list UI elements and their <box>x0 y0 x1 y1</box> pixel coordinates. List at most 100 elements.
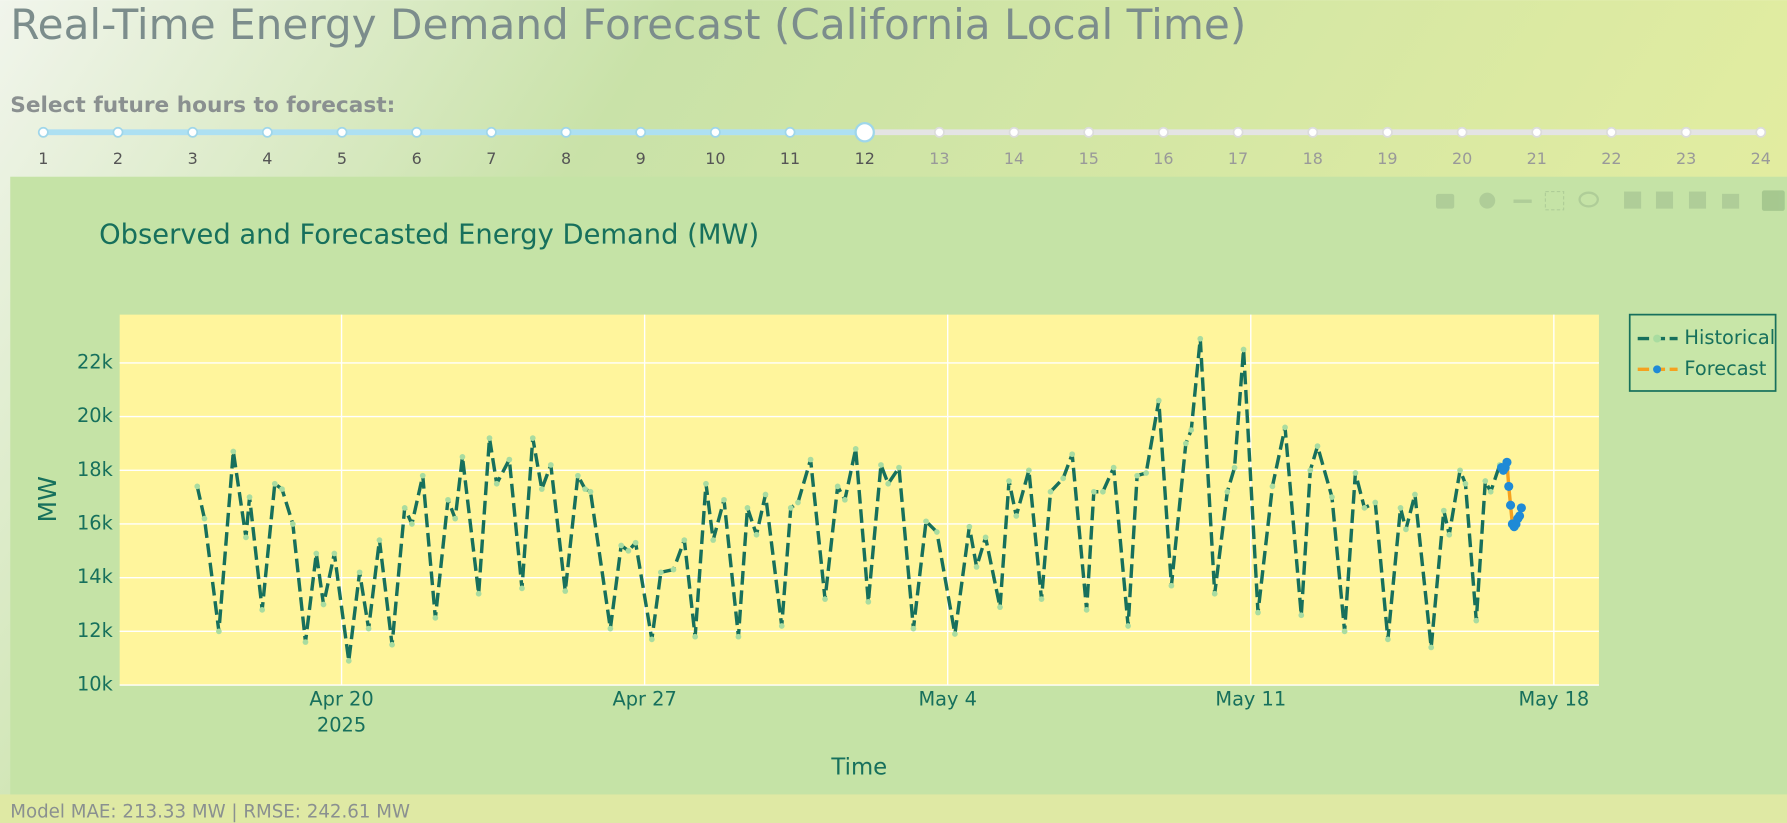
lasso-button[interactable] <box>1578 191 1599 208</box>
slider-mark-label[interactable]: 7 <box>486 149 496 168</box>
series-marker <box>243 534 249 541</box>
hours-slider[interactable]: 1 2 3 4 5 6 7 8 9 10 11 12 13 14 15 16 17 18 19 20 21 22 23 24 <box>37 122 1771 168</box>
series-marker <box>401 505 408 511</box>
slider-dot[interactable] <box>1232 126 1244 138</box>
series-marker <box>1060 475 1067 482</box>
footer-metrics: Model MAE: 213.33 MW | RMSE: 242.61 MW <box>10 802 410 823</box>
slider-mark-label[interactable]: 13 <box>929 149 949 168</box>
slider-dot[interactable] <box>709 126 721 138</box>
slider-dot[interactable] <box>1382 126 1393 138</box>
slider-mark-label[interactable]: 15 <box>1079 149 1099 168</box>
legend-label[interactable]: Forecast <box>1684 357 1766 380</box>
zoom-out-button[interactable] <box>1655 191 1674 209</box>
slider-mark-label[interactable]: 10 <box>705 149 725 168</box>
series-marker <box>452 515 459 522</box>
slider-dot[interactable] <box>112 126 124 138</box>
x-tick-label: May 18 <box>1518 687 1589 710</box>
slider-mark-label[interactable]: 11 <box>780 149 800 168</box>
slider-dot[interactable] <box>1083 126 1095 138</box>
slider-dot[interactable] <box>37 126 49 138</box>
slider-mark-label[interactable]: 4 <box>262 149 272 168</box>
slider-mark-label[interactable]: 16 <box>1153 149 1173 168</box>
slider-mark-label[interactable]: 14 <box>1004 149 1024 168</box>
slider-handle[interactable] <box>854 122 875 143</box>
slider-dot[interactable] <box>635 126 647 138</box>
pan-button[interactable] <box>1513 199 1532 203</box>
y-tick-label: 22k <box>77 350 114 373</box>
slider-mark-label[interactable]: 23 <box>1676 149 1696 168</box>
slider-dot[interactable] <box>187 126 199 138</box>
camera-button[interactable] <box>1435 193 1455 209</box>
series-marker <box>692 633 698 640</box>
slider-mark-label[interactable]: 24 <box>1751 149 1771 168</box>
series-marker <box>1224 488 1231 495</box>
slider-mark-label[interactable]: 18 <box>1303 149 1323 168</box>
legend-box <box>1628 313 1777 392</box>
series-marker <box>356 569 363 576</box>
series-marker <box>1211 590 1218 597</box>
series-marker <box>807 456 814 463</box>
slider-mark-label[interactable]: 5 <box>337 149 347 168</box>
reset-button[interactable] <box>1722 193 1740 209</box>
slider-mark-label[interactable]: 6 <box>412 149 422 168</box>
slider-dot[interactable] <box>933 126 945 138</box>
autoscale-button[interactable] <box>1688 191 1707 209</box>
series-marker <box>1110 464 1117 471</box>
select-button[interactable] <box>1544 190 1565 211</box>
modebar <box>1435 190 1785 211</box>
plotly-logo[interactable] <box>1761 190 1785 211</box>
slider-dot[interactable] <box>411 126 423 138</box>
series-marker <box>1182 440 1189 447</box>
series-marker <box>486 435 493 441</box>
slider-mark-label[interactable]: 20 <box>1452 149 1472 168</box>
series-marker <box>1341 628 1348 635</box>
slider-mark-label[interactable]: 9 <box>636 149 646 168</box>
slider-dot[interactable] <box>1680 126 1692 138</box>
slider-mark-label[interactable]: 2 <box>113 149 123 168</box>
zoom-button[interactable] <box>1479 192 1496 209</box>
slider-mark-label[interactable]: 22 <box>1601 149 1621 168</box>
slider-mark-label[interactable]: 21 <box>1527 149 1547 168</box>
slider-mark-label[interactable]: 19 <box>1377 149 1397 168</box>
series-marker <box>1100 488 1106 495</box>
zoom-in-button[interactable] <box>1624 191 1642 209</box>
series-marker <box>625 547 632 554</box>
series-marker <box>878 462 884 468</box>
slider-mark-label[interactable]: 3 <box>188 149 198 168</box>
slider-dot[interactable] <box>336 126 348 138</box>
slider-dot[interactable] <box>1307 126 1319 138</box>
legend-label[interactable]: Historical <box>1684 326 1775 349</box>
series-marker <box>618 542 625 549</box>
slider-dot[interactable] <box>1606 126 1617 138</box>
series-marker <box>710 537 717 543</box>
series-marker <box>910 625 917 632</box>
series-marker <box>259 607 266 613</box>
series-marker <box>1090 488 1097 495</box>
slider-dot[interactable] <box>560 126 572 138</box>
slider-dot[interactable] <box>485 126 497 138</box>
slider-dot[interactable] <box>261 126 273 138</box>
slider-mark-label[interactable]: 8 <box>561 149 571 168</box>
slider-dot[interactable] <box>1456 126 1468 138</box>
series-marker <box>459 454 466 460</box>
series-marker <box>506 456 513 463</box>
series-marker <box>997 604 1003 611</box>
series-marker <box>778 623 785 629</box>
slider-dot[interactable] <box>1157 126 1169 138</box>
series-marker <box>529 435 536 441</box>
slider-dot[interactable] <box>1531 126 1543 138</box>
slider-dot[interactable] <box>784 126 796 138</box>
series-marker <box>493 480 500 487</box>
slider-mark-label[interactable]: 12 <box>855 149 875 168</box>
y-tick-label: 10k <box>77 673 114 696</box>
chart-title: Observed and Forecasted Energy Demand (M… <box>99 219 759 250</box>
series-marker <box>1412 491 1418 498</box>
slider-mark-label[interactable]: 17 <box>1228 149 1248 168</box>
slider-mark-label[interactable]: 1 <box>38 149 48 168</box>
series-marker <box>419 472 426 479</box>
series-marker <box>1069 451 1076 458</box>
slider-dot[interactable] <box>1755 126 1767 138</box>
slider-dot[interactable] <box>1008 126 1020 138</box>
y-tick-label: 16k <box>77 511 114 534</box>
series-marker <box>1255 609 1261 616</box>
